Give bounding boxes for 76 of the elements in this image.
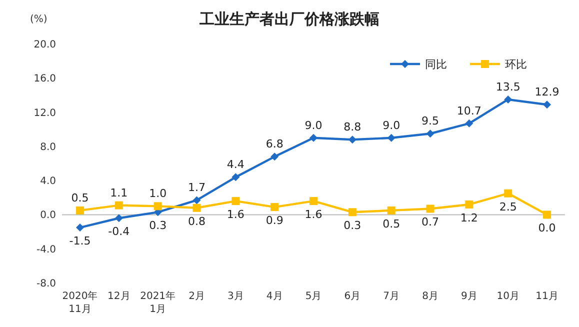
y-tick-label: 4.0: [40, 176, 56, 188]
data-label: 0.5: [382, 217, 400, 230]
x-tick-label: 9月: [460, 291, 478, 302]
data-label: 6.8: [266, 138, 284, 151]
x-tick-label: 3月: [227, 291, 244, 302]
point: [543, 100, 551, 109]
point: [465, 200, 474, 208]
data-label: 13.5: [496, 80, 520, 94]
data-label: -0.4: [108, 225, 130, 238]
y-tick-label: -8.0: [36, 278, 56, 290]
y-tick-label: 16.0: [34, 74, 56, 85]
data-label: 2.5: [499, 200, 517, 214]
x-tick-label: 8月: [422, 291, 438, 302]
y-tick-label: 20.0: [34, 40, 56, 50]
x-tick-label: 11月: [536, 291, 558, 302]
point: [232, 197, 240, 206]
data-label: 10.7: [456, 104, 482, 118]
point: [114, 201, 123, 210]
y-tick-label: 8.0: [40, 142, 56, 153]
data-label: 1.2: [460, 211, 478, 224]
point: [426, 204, 434, 213]
data-label: 1.7: [188, 181, 206, 194]
point: [465, 119, 474, 128]
x-tick-label: 7月: [383, 291, 400, 302]
data-label: 1.6: [304, 208, 322, 222]
data-label: 9.0: [382, 118, 400, 132]
point: [387, 134, 396, 142]
data-label: 1.6: [226, 208, 244, 222]
point: [76, 224, 84, 232]
y-tick-label: 12.0: [34, 108, 56, 119]
point: [504, 189, 512, 198]
x-tick-label: 6月: [344, 291, 361, 302]
point: [348, 136, 356, 144]
point: [76, 206, 84, 214]
data-label: 0.7: [422, 216, 439, 229]
data-label: 4.4: [226, 158, 244, 172]
y-tick-label: 0.0: [40, 210, 56, 222]
x-tick-label: 2月: [188, 291, 205, 302]
point: [154, 202, 162, 210]
x-tick-label: 4月: [266, 291, 283, 302]
data-label: 0.8: [188, 214, 206, 228]
data-label: 0.0: [538, 222, 556, 235]
legend-label: 同比: [425, 58, 447, 71]
y-tick-label: -4.0: [36, 244, 56, 256]
point: [543, 210, 551, 219]
chart-title: 工业生产者出厂价格涨跌幅: [198, 10, 380, 28]
data-label: 9.0: [304, 118, 322, 132]
legend-label: 环比: [505, 58, 527, 71]
point: [270, 203, 279, 212]
point: [270, 152, 279, 161]
point: [192, 204, 201, 212]
y-axis-title: (%): [30, 14, 48, 25]
point: [387, 206, 396, 214]
point: [114, 214, 123, 222]
point: [310, 134, 318, 142]
point: [192, 196, 201, 204]
data-label: 0.9: [266, 214, 284, 228]
x-tick-label: 12月: [108, 291, 130, 302]
x-tick-label: 5月: [305, 291, 322, 302]
data-label: 8.8: [344, 120, 362, 134]
point: [348, 208, 356, 216]
data-label: 9.5: [422, 114, 439, 128]
point: [232, 173, 240, 182]
point: [310, 197, 318, 206]
data-label: 0.3: [344, 219, 362, 232]
data-label: -1.5: [69, 234, 91, 248]
x-tick-label: 2021年 1月: [140, 290, 176, 315]
point: [426, 130, 434, 138]
data-label: 0.5: [71, 191, 89, 204]
data-label: 1.1: [110, 186, 128, 200]
x-tick-label: 10月: [496, 291, 520, 302]
data-label: 12.9: [534, 86, 560, 99]
data-label: 1.0: [149, 187, 167, 200]
data-label: 0.3: [149, 219, 167, 232]
x-tick-label: 2020年 11月: [62, 290, 98, 315]
point: [504, 95, 512, 104]
